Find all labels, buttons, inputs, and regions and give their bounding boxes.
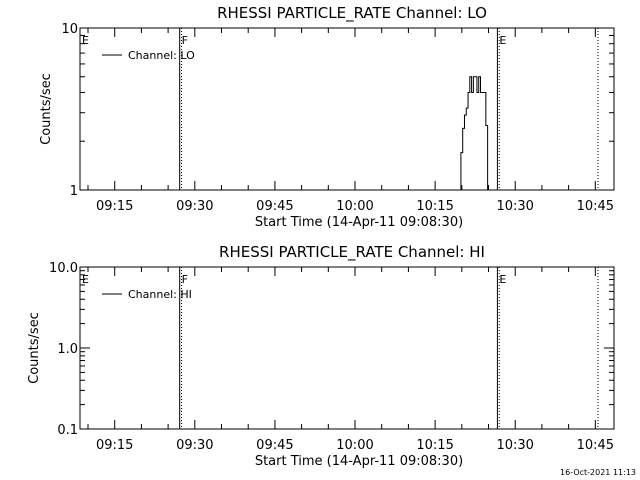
x-tick-label: 10:00 xyxy=(336,438,373,453)
y-tick-label: 1 xyxy=(70,184,78,199)
y-tick-label: 10.0 xyxy=(49,261,78,276)
chart-panel-hi: RHESSI PARTICLE_RATE Channel: HI 09:15 09:… xyxy=(27,243,615,469)
y-axis-label: Counts/sec xyxy=(39,73,54,145)
x-tick-label: 09:15 xyxy=(96,438,133,453)
x-tick-label: 09:15 xyxy=(96,199,133,214)
series-line xyxy=(459,76,489,191)
event-marker-label: E xyxy=(82,34,89,47)
x-tick-label: 10:45 xyxy=(577,438,614,453)
legend-entry: Channel: LO xyxy=(128,49,195,62)
x-tick-label: 09:30 xyxy=(176,438,213,453)
x-tick-label: 10:15 xyxy=(416,199,453,214)
x-tick-label: 10:45 xyxy=(577,199,614,214)
chart-title: RHESSI PARTICLE_RATE Channel: HI xyxy=(219,243,485,262)
y-axis-label: Counts/sec xyxy=(27,312,42,384)
y-tick-label: 10 xyxy=(61,22,78,37)
event-marker-label: E xyxy=(499,273,506,286)
x-tick-label: 10:30 xyxy=(496,438,533,453)
x-tick-label: 09:30 xyxy=(176,199,213,214)
legend-entry: Channel: HI xyxy=(128,288,192,301)
x-tick-label: 10:00 xyxy=(336,199,373,214)
event-marker-label: F xyxy=(182,34,188,47)
chart-panel-lo: RHESSI PARTICLE_RATE Channel: LO 09:15 09:… xyxy=(39,4,615,230)
chart-title: RHESSI PARTICLE_RATE Channel: LO xyxy=(217,4,487,23)
footer-timestamp: 16-Oct-2021 11:13 xyxy=(560,468,636,477)
y-tick-label: 0.1 xyxy=(57,423,78,438)
x-tick-label: 09:45 xyxy=(256,438,293,453)
event-marker-label: E xyxy=(499,34,506,47)
x-tick-label: 10:15 xyxy=(416,438,453,453)
x-tick-label: 09:45 xyxy=(256,199,293,214)
x-axis-label: Start Time (14-Apr-11 09:08:30) xyxy=(255,454,463,469)
x-axis-label: Start Time (14-Apr-11 09:08:30) xyxy=(255,215,463,230)
event-marker-label: F xyxy=(182,273,188,286)
y-tick-label: 1.0 xyxy=(57,342,78,357)
x-tick-label: 10:30 xyxy=(496,199,533,214)
event-marker-label: E xyxy=(82,273,89,286)
